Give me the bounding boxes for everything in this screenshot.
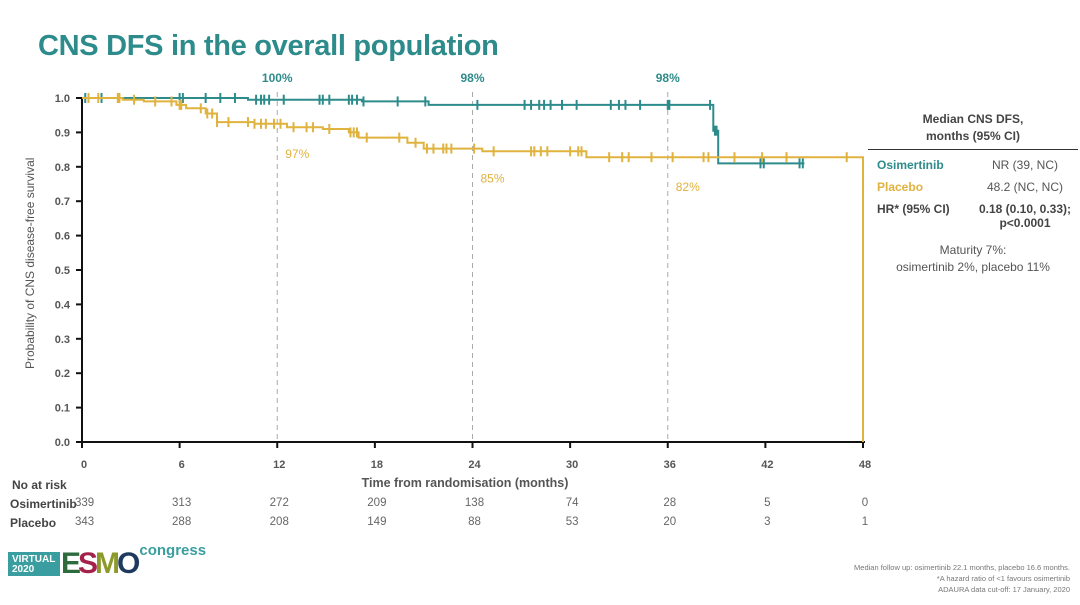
summary-value: 0.18 (0.10, 0.33); p<0.0001 (972, 202, 1078, 230)
annotation-placebo: 85% (481, 172, 505, 186)
y-tick-label: 1.0 (55, 93, 70, 105)
esmo-letter: O (117, 547, 140, 580)
maturity-line2: osimertinib 2%, placebo 11% (896, 260, 1050, 274)
esmo-letter: S (78, 547, 98, 580)
at-risk-value: 1 (861, 516, 869, 528)
hr-value: 0.18 (0.10, 0.33); (978, 202, 1072, 216)
at-risk-value: 208 (269, 516, 289, 528)
at-risk-value: 272 (269, 497, 289, 509)
summary-label: HR* (95% CI) (877, 202, 950, 216)
y-axis-label: Probability of CNS disease-free survival (23, 157, 37, 369)
x-tick-label: 36 (664, 459, 676, 471)
annotation-placebo: 82% (676, 180, 700, 194)
y-tick-label: 0.2 (55, 368, 70, 380)
summary-header: Median CNS DFS, months (95% CI) (868, 111, 1078, 150)
virtual-text: VIRTUAL (12, 554, 56, 565)
x-tick-label: 48 (859, 459, 871, 471)
summary-value: 48.2 (NC, NC) (986, 180, 1063, 194)
at-risk-value: 313 (172, 497, 192, 509)
footnote-line3: ADAURA data cut-off: 17 January, 2020 (938, 585, 1070, 594)
annotation-osimertinib: 98% (656, 71, 680, 85)
summary-panel: Median CNS DFS, months (95% CI) Osimerti… (868, 111, 1078, 276)
summary-row-hr: HR* (95% CI) 0.18 (0.10, 0.33); p<0.0001 (868, 202, 1078, 230)
y-tick-label: 0.3 (55, 334, 70, 346)
at-risk-value: 3 (764, 516, 771, 528)
x-tick-label: 0 (81, 459, 87, 471)
at-risk-label-osimertinib: Osimertinib (10, 497, 77, 511)
at-risk-value: 288 (172, 516, 192, 528)
x-tick-label: 42 (761, 459, 773, 471)
x-axis-label: Time from randomisation (months) (361, 476, 569, 490)
at-risk-value: 53 (565, 516, 579, 528)
x-tick-label: 30 (566, 459, 578, 471)
summary-label: Placebo (877, 180, 924, 194)
maturity-line1: Maturity 7%: (939, 243, 1007, 257)
at-risk-value: 339 (75, 497, 95, 509)
annotation-placebo: 97% (285, 147, 309, 161)
km-curve-placebo (82, 97, 864, 442)
x-tick-label: 6 (179, 459, 185, 471)
summary-header-line1: Median CNS DFS, (922, 112, 1024, 126)
at-risk-value: 5 (764, 497, 771, 509)
summary-value: NR (39, NC) (991, 158, 1058, 172)
y-tick-label: 0.1 (55, 403, 70, 415)
p-value: p<0.0001 (999, 216, 1051, 230)
at-risk-value: 209 (367, 497, 387, 509)
congress-text: congress (139, 542, 207, 559)
at-risk-value: 0 (861, 497, 869, 509)
maturity-note: Maturity 7%: osimertinib 2%, placebo 11% (868, 242, 1078, 276)
at-risk-value: 149 (367, 516, 387, 528)
footnotes: Median follow up: osimertinib 22.1 month… (854, 562, 1070, 595)
x-tick-label: 18 (371, 459, 383, 471)
esmo-wordmark: ESMO (61, 547, 140, 580)
x-tick-label: 12 (273, 459, 285, 471)
y-tick-label: 0.5 (55, 265, 70, 277)
at-risk-value: 138 (464, 497, 485, 509)
y-tick-label: 0.6 (55, 231, 70, 243)
footnote-line1: Median follow up: osimertinib 22.1 month… (854, 563, 1070, 572)
esmo-logo: VIRTUAL 2020 ESMO congress (8, 542, 206, 580)
summary-row-placebo: Placebo 48.2 (NC, NC) (868, 180, 1078, 194)
at-risk-value: 74 (565, 497, 579, 509)
annotation-osimertinib: 100% (262, 71, 293, 85)
x-tick-label: 24 (468, 459, 481, 471)
at-risk-value: 343 (75, 516, 95, 528)
footnote-line2: *A hazard ratio of <1 favours osimertini… (936, 574, 1070, 583)
at-risk-header: No at risk (12, 478, 67, 492)
y-tick-label: 0.0 (55, 437, 70, 449)
at-risk-value: 28 (663, 497, 677, 509)
summary-row-osimertinib: Osimertinib NR (39, NC) (868, 158, 1078, 172)
y-tick-label: 0.7 (55, 196, 70, 208)
summary-label: Osimertinib (877, 158, 944, 172)
esmo-letter: M (95, 547, 120, 580)
virtual-badge: VIRTUAL 2020 (8, 552, 60, 576)
km-curve-osimertinib (82, 97, 805, 165)
y-tick-label: 0.4 (55, 299, 71, 311)
annotation-osimertinib: 98% (460, 71, 484, 85)
y-tick-label: 0.9 (55, 127, 70, 139)
summary-header-line2: months (95% CI) (925, 129, 1020, 143)
at-risk-label-placebo: Placebo (10, 516, 57, 530)
virtual-year: 2020 (12, 564, 35, 575)
y-tick-label: 0.8 (55, 162, 70, 174)
esmo-letter: E (61, 547, 81, 580)
at-risk-value: 88 (468, 516, 481, 528)
slide-title: CNS DFS in the overall population (38, 30, 499, 62)
at-risk-value: 20 (663, 516, 677, 528)
